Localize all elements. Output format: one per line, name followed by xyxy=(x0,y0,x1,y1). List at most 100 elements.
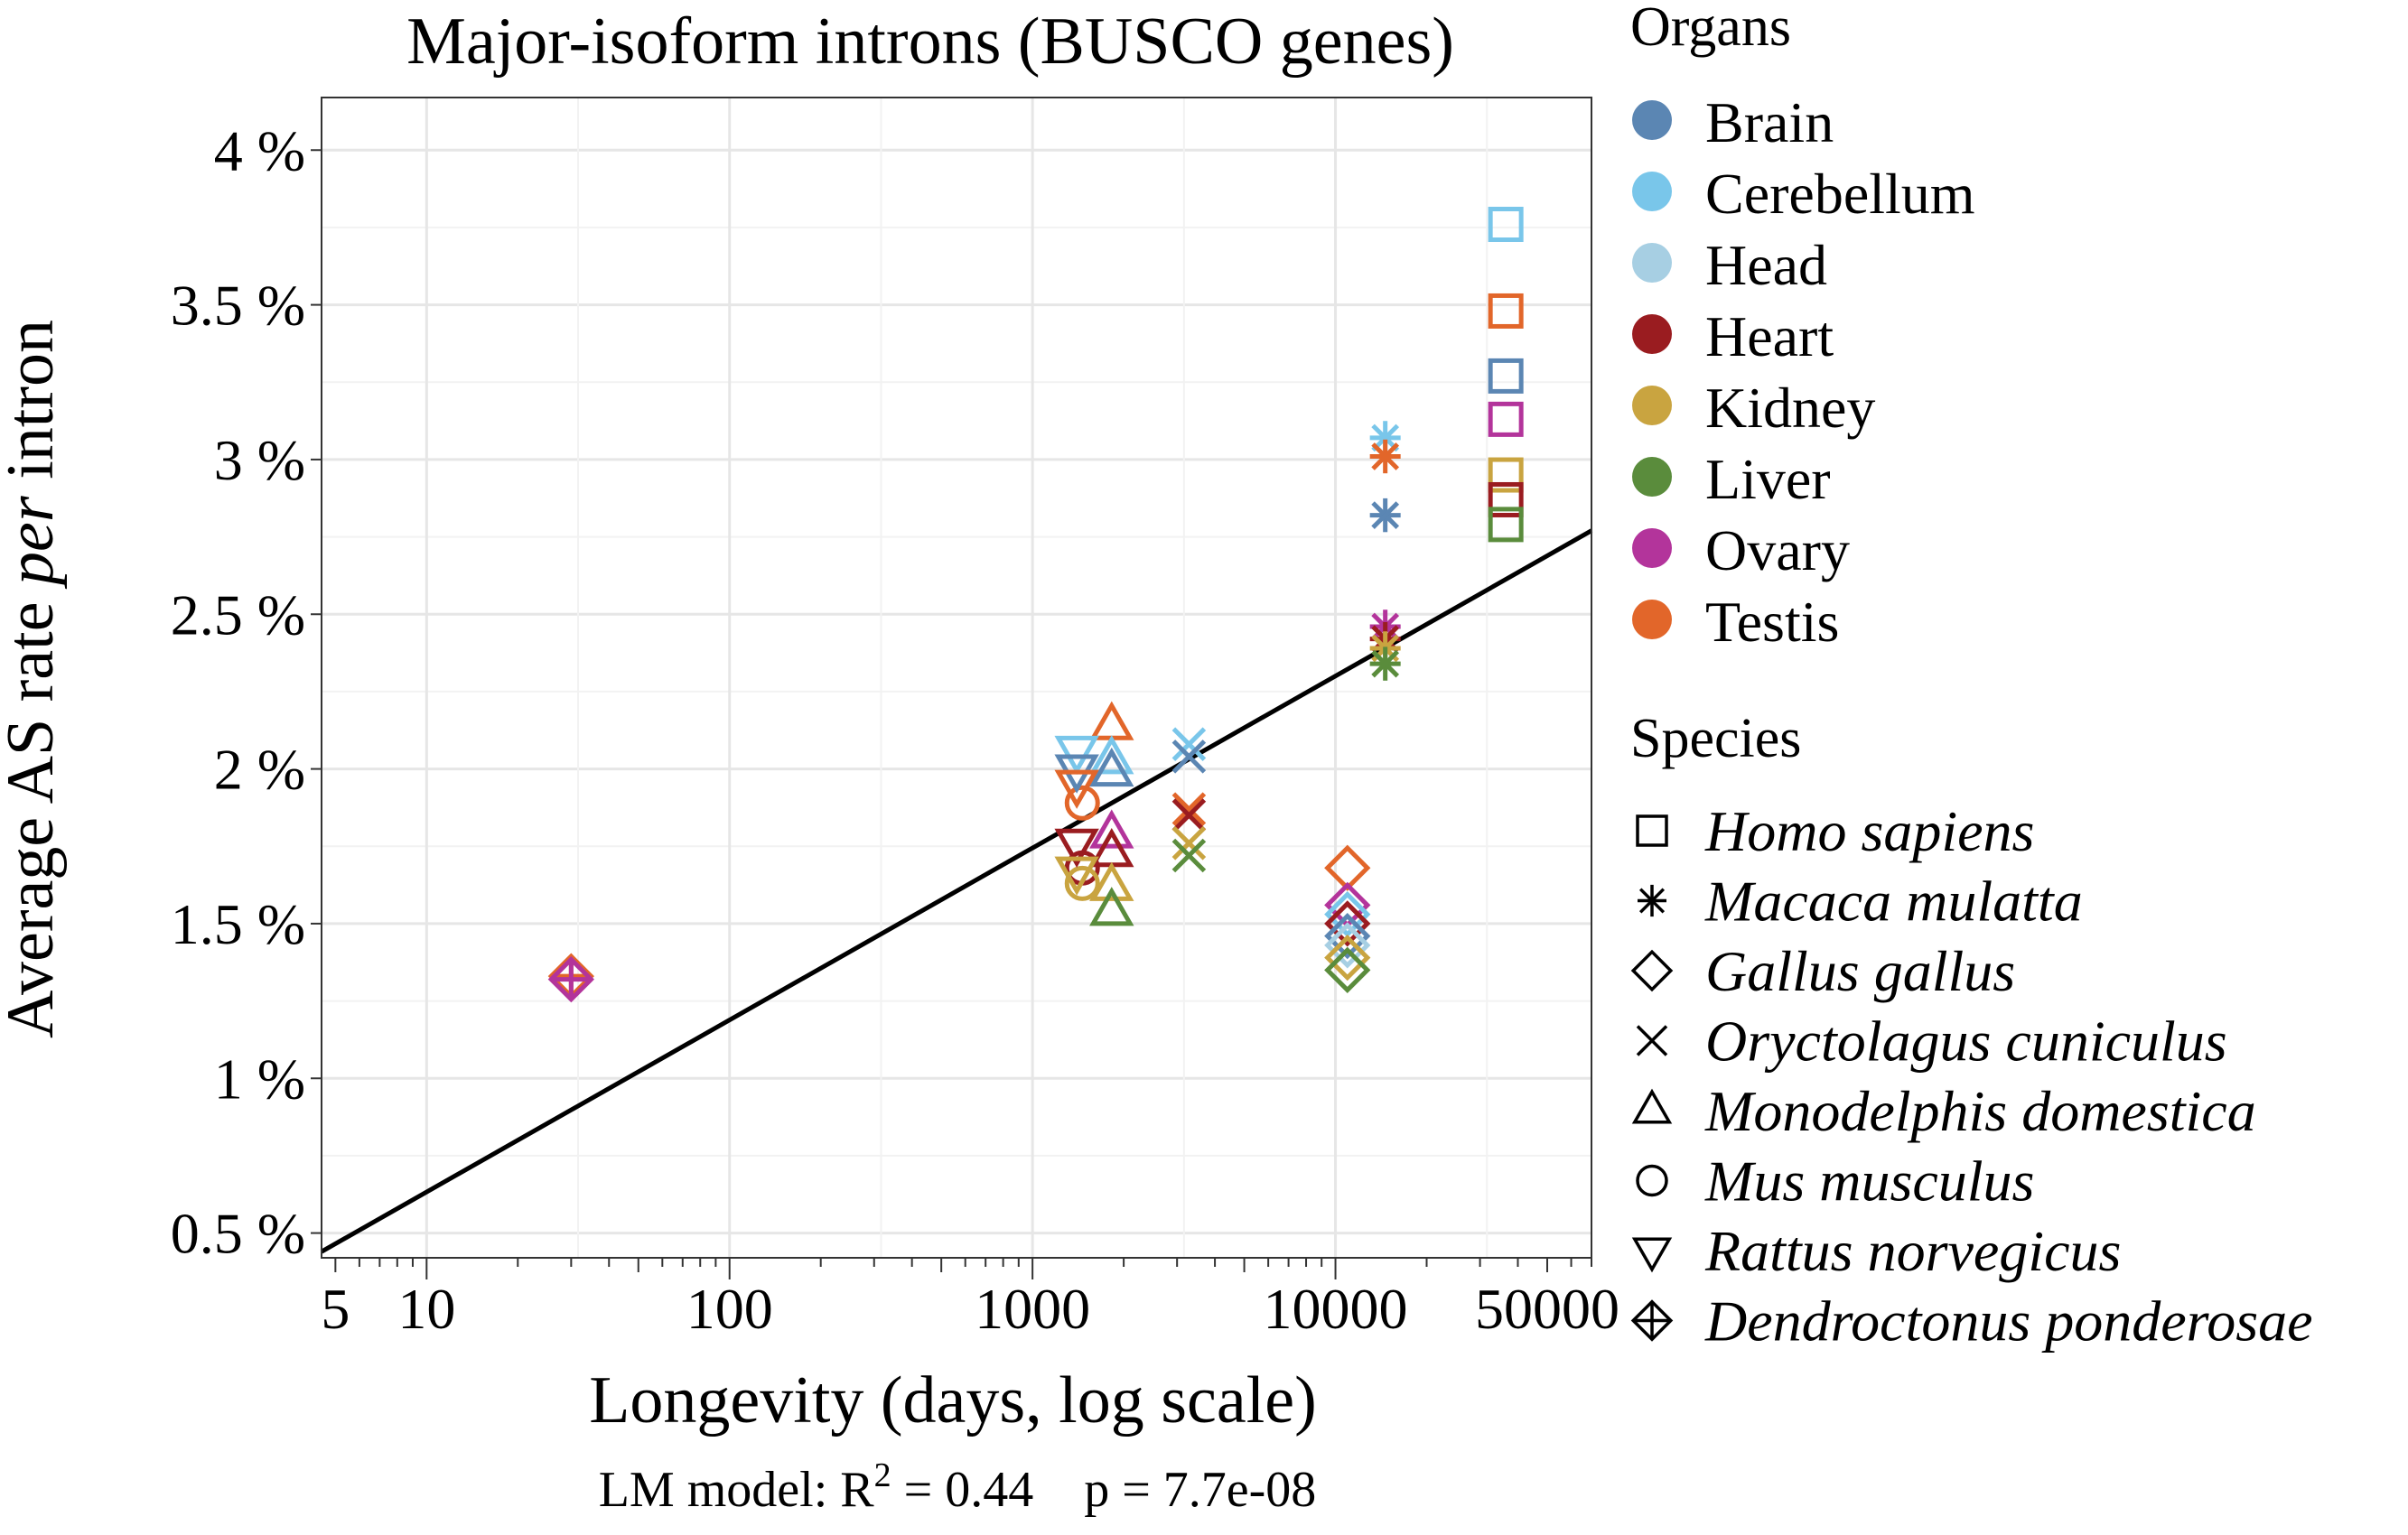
legend-species-label: Dendroctonus ponderosae xyxy=(1704,1289,2313,1354)
legend-organ-label: Heart xyxy=(1705,304,1834,368)
y-tick-label: 0.5 % xyxy=(171,1202,305,1266)
data-point xyxy=(1488,293,1524,329)
x-tick-label: 5 xyxy=(321,1277,350,1341)
legend-species-symbol xyxy=(1636,1164,1668,1197)
legend-organ-label: Cerebellum xyxy=(1705,162,1975,226)
y-tick-label: 4 % xyxy=(214,118,305,182)
data-point xyxy=(1054,856,1099,896)
legend-organ-label: Ovary xyxy=(1705,518,1850,582)
x-tick-label: 1000 xyxy=(975,1277,1090,1341)
data-point xyxy=(1324,891,1371,938)
legend-organ-swatch xyxy=(1632,243,1672,283)
x-axis-title: Longevity (days, log scale) xyxy=(589,1363,1317,1437)
legend-species-label: Monodelphis domestica xyxy=(1704,1079,2256,1143)
legend-organ-label: Liver xyxy=(1705,447,1831,511)
panel-border xyxy=(321,97,1592,1259)
x-tick-label: 10 xyxy=(397,1277,455,1341)
data-point xyxy=(1089,701,1134,740)
legend-organ-swatch xyxy=(1632,457,1672,497)
data-point xyxy=(1054,735,1099,776)
y-tick-label: 3 % xyxy=(214,428,305,492)
data-point xyxy=(1324,922,1371,969)
plot-panel xyxy=(320,97,1593,1259)
legend-organ-swatch xyxy=(1632,100,1672,140)
legend-organs: Organs Brain Cerebellum Head Heart Kidney Liv… xyxy=(1630,0,1975,654)
legend-species-symbol xyxy=(1630,949,1674,992)
data-point xyxy=(1171,826,1207,861)
data-point xyxy=(1089,887,1134,926)
data-point xyxy=(1324,934,1371,981)
data-point xyxy=(1369,498,1401,533)
legend-organ-swatch xyxy=(1632,528,1672,568)
legend-species-symbol xyxy=(1631,1088,1673,1124)
y-tick-label: 1 % xyxy=(214,1047,305,1111)
data-point xyxy=(1324,844,1371,891)
data-point xyxy=(1324,946,1371,993)
legend-organ-swatch xyxy=(1632,172,1672,211)
legend-organ-swatch xyxy=(1632,314,1672,354)
regression-line-path xyxy=(320,528,1593,1254)
x-tick-label: 50000 xyxy=(1475,1277,1619,1341)
legend-species-label: Oryctolagus cuniculus xyxy=(1705,1009,2227,1074)
data-point xyxy=(1089,809,1134,849)
legend-species-label: Rattus norvegicus xyxy=(1704,1219,2121,1283)
data-point xyxy=(1089,861,1134,901)
y-axis-title-part-2: intron xyxy=(0,320,68,496)
data-point xyxy=(1089,747,1134,787)
legend-species-symbol xyxy=(1638,884,1666,917)
data-point xyxy=(1171,798,1207,833)
data-point xyxy=(1089,735,1134,775)
data-points xyxy=(547,206,1524,1003)
legend-species-label: Gallus gallus xyxy=(1705,939,2015,1003)
legend-organ-label: Testis xyxy=(1705,590,1839,654)
legend-species-title: Species xyxy=(1630,708,1801,769)
x-tick-label: 10000 xyxy=(1264,1277,1408,1341)
data-point xyxy=(1171,740,1207,774)
regression-line xyxy=(320,528,1593,1254)
data-point xyxy=(1488,401,1524,437)
data-point xyxy=(1488,206,1524,242)
legend-species: Species Homo sapiens Macaca mulattaGallus… xyxy=(1630,708,2313,1354)
data-point xyxy=(1369,647,1401,681)
legend-organ-label: Brain xyxy=(1705,90,1834,154)
x-axis: 5 10 100 1000 10000 50000 xyxy=(321,1258,1619,1341)
data-point xyxy=(1064,785,1100,821)
data-point xyxy=(1488,358,1524,394)
legend-species-symbol xyxy=(1636,814,1668,847)
data-point xyxy=(1171,838,1207,873)
legend-species-symbol xyxy=(1636,1025,1668,1056)
footnote-suffix: = 0.44 p = 7.7e-08 xyxy=(891,1462,1317,1518)
legend-species-symbol xyxy=(1631,1237,1673,1273)
data-point xyxy=(1171,792,1207,826)
chart-title: Major-isoform introns (BUSCO genes) xyxy=(406,5,1454,79)
data-point xyxy=(1324,900,1371,947)
data-point xyxy=(547,955,594,1003)
data-point xyxy=(1171,727,1207,761)
y-axis-title-part-1: Average AS rate xyxy=(0,585,68,1038)
data-point xyxy=(1488,481,1524,517)
legend-organ-label: Kidney xyxy=(1705,376,1875,440)
grid xyxy=(322,98,1591,1258)
x-tick-label: 100 xyxy=(686,1277,773,1341)
legend-species-label: Homo sapiens xyxy=(1704,799,2034,863)
legend-organ-label: Head xyxy=(1705,233,1827,297)
data-point xyxy=(1324,912,1371,960)
y-tick-label: 2.5 % xyxy=(171,582,305,647)
legend-species-symbol xyxy=(1630,1299,1674,1342)
y-axis: 0.5 % 1 % 1.5 % 2 % 2.5 % 3 % 3.5 % 4 % xyxy=(171,118,322,1266)
legend-organ-swatch xyxy=(1632,600,1672,639)
legend-organs-title: Organs xyxy=(1630,0,1791,58)
model-footnote: LM model: R2 = 0.44 p = 7.7e-08 xyxy=(599,1456,1317,1518)
y-axis-title-emphasis: per xyxy=(0,495,68,590)
y-axis-title: Average AS rate per intron xyxy=(0,320,68,1038)
data-point xyxy=(1369,439,1401,474)
legend-species-label: Mus musculus xyxy=(1704,1149,2034,1214)
data-point xyxy=(1488,457,1524,493)
y-tick-label: 3.5 % xyxy=(171,274,305,338)
y-tick-label: 2 % xyxy=(214,738,305,802)
data-point xyxy=(1064,865,1100,901)
data-point xyxy=(1488,507,1524,543)
legend-organ-swatch xyxy=(1632,386,1672,425)
footnote-prefix: LM model: R xyxy=(599,1462,875,1518)
